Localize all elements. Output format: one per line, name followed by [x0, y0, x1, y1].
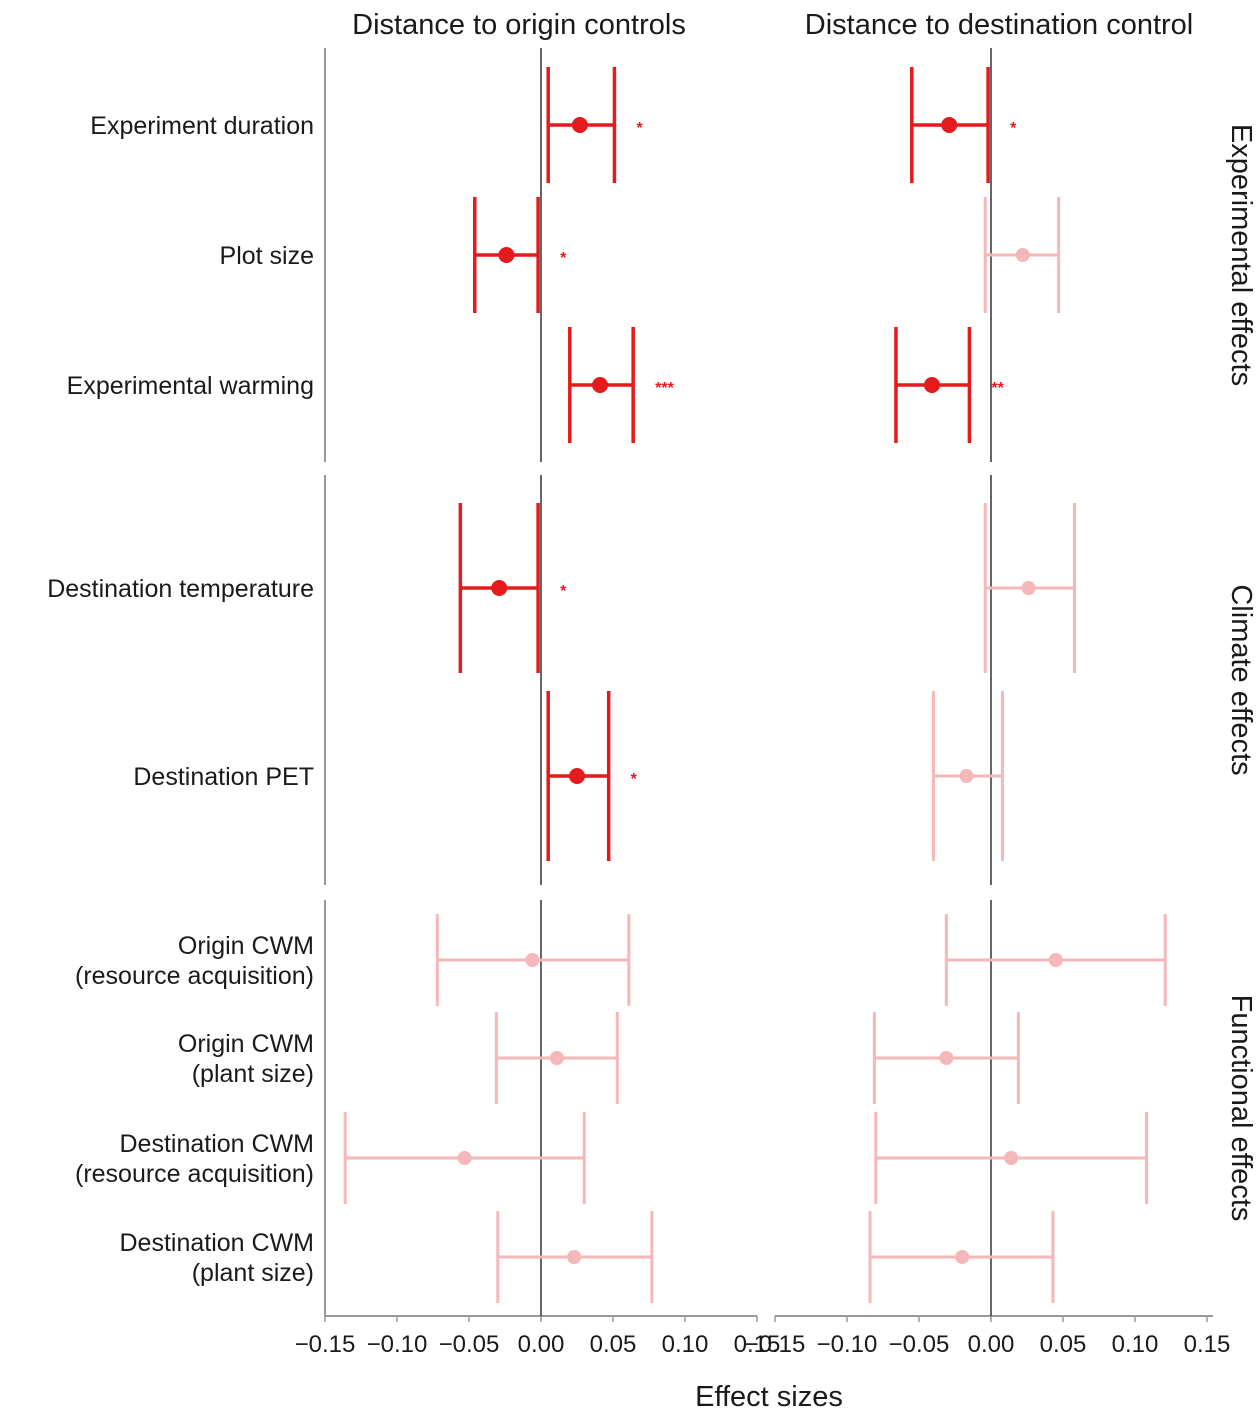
- row-label: Plot size: [220, 242, 314, 270]
- point-estimate: [955, 1250, 970, 1264]
- row-label: Destination CWM: [120, 1130, 315, 1158]
- significance-stars: *: [636, 120, 643, 137]
- point-estimate: [592, 377, 609, 393]
- point-estimate: [941, 117, 958, 133]
- x-tick-label: 0.15: [734, 1331, 781, 1358]
- x-tick-label: 0.05: [590, 1331, 637, 1358]
- panel-title-destination: Distance to destination control: [805, 9, 1194, 41]
- row-label: Origin CWM: [178, 1030, 314, 1058]
- x-tick-label: −0.10: [817, 1331, 878, 1358]
- point-estimate: [1021, 581, 1036, 595]
- row-label: Destination PET: [133, 763, 314, 791]
- row-label: Experimental warming: [67, 372, 314, 400]
- point-estimate: [1004, 1151, 1019, 1165]
- x-tick-label: 0.15: [1184, 1331, 1231, 1358]
- facet-strip-label: Experimental effects: [1225, 124, 1257, 386]
- point-estimate: [567, 1250, 582, 1264]
- row-label: (resource acquisition): [75, 1160, 314, 1188]
- row-label: Destination CWM: [120, 1229, 315, 1257]
- x-tick-label: 0.10: [1112, 1331, 1159, 1358]
- x-tick-label: −0.15: [295, 1331, 356, 1358]
- row-label: (plant size): [192, 1259, 314, 1287]
- x-tick-label: −0.05: [889, 1331, 950, 1358]
- plot-layer: Experimental effects Climate effects Funct…: [47, 48, 1257, 1358]
- point-estimate: [1015, 248, 1030, 262]
- significance-stars: ***: [655, 380, 674, 397]
- x-tick-label: −0.15: [745, 1331, 806, 1358]
- point-estimate: [959, 769, 974, 783]
- row-label: Destination temperature: [47, 575, 314, 603]
- facet-strip-label: Climate effects: [1225, 584, 1257, 775]
- point-estimate: [569, 768, 585, 784]
- point-estimate: [923, 377, 940, 393]
- significance-stars: *: [631, 771, 638, 788]
- row-label: (plant size): [192, 1060, 314, 1088]
- point-estimate: [571, 117, 588, 133]
- x-tick-label: 0.00: [518, 1331, 565, 1358]
- significance-stars: *: [560, 583, 567, 600]
- x-tick-label: 0.05: [1040, 1331, 1087, 1358]
- x-axis-title: Effect sizes: [695, 1381, 843, 1412]
- significance-stars: *: [1010, 120, 1017, 137]
- point-estimate: [498, 247, 515, 263]
- point-estimate: [1048, 953, 1063, 967]
- point-estimate: [491, 580, 508, 596]
- x-tick-label: 0.00: [968, 1331, 1015, 1358]
- row-label: (resource acquisition): [75, 962, 314, 990]
- row-label: Experiment duration: [90, 112, 314, 140]
- facet-strip-label: Functional effects: [1225, 995, 1257, 1222]
- row-label: Origin CWM: [178, 932, 314, 960]
- point-estimate: [525, 953, 540, 967]
- x-tick-label: −0.05: [439, 1331, 500, 1358]
- x-tick-label: −0.10: [367, 1331, 428, 1358]
- point-estimate: [549, 1051, 564, 1065]
- significance-stars: *: [560, 250, 567, 267]
- panel-title-origin: Distance to origin controls: [352, 9, 686, 41]
- point-estimate: [457, 1151, 472, 1165]
- significance-stars: **: [991, 380, 1004, 397]
- x-tick-label: 0.10: [662, 1331, 709, 1358]
- point-estimate: [939, 1051, 954, 1065]
